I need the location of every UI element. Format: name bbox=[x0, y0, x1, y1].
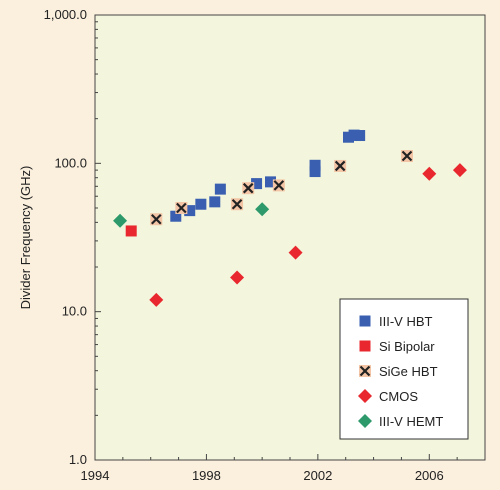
point-iii-v-hemt bbox=[113, 213, 128, 228]
y-tick-label: 1.0 bbox=[69, 452, 87, 467]
legend-label-cmos: CMOS bbox=[379, 389, 418, 404]
legend-marker-sige-hbt bbox=[359, 365, 371, 377]
legend-marker-iii-v-hbt bbox=[359, 315, 371, 327]
x-tick-label: 2002 bbox=[303, 468, 332, 483]
point-sige-hbt bbox=[334, 159, 347, 172]
point-iii-v-hbt bbox=[309, 166, 321, 178]
point-iii-v-hbt bbox=[348, 129, 360, 141]
point-iii-v-hemt bbox=[255, 202, 270, 217]
point-iii-v-hbt bbox=[170, 210, 182, 222]
y-axis-label: Divider Frequency (GHz) bbox=[18, 166, 33, 310]
point-sige-hbt bbox=[175, 201, 188, 214]
point-iii-v-hbt bbox=[309, 159, 321, 171]
legend-label-iii-v-hemt: III-V HEMT bbox=[379, 414, 443, 429]
legend-marker-si-bipolar bbox=[359, 340, 371, 352]
point-iii-v-hbt bbox=[184, 205, 196, 217]
point-sige-hbt bbox=[150, 213, 163, 226]
legend-label-sige-hbt: SiGe HBT bbox=[379, 364, 438, 379]
point-cmos bbox=[230, 270, 245, 285]
data-points bbox=[113, 129, 467, 307]
legend-marker-iii-v-hemt bbox=[358, 414, 372, 428]
y-tick-label: 100.0 bbox=[54, 155, 87, 170]
point-cmos bbox=[452, 163, 467, 178]
y-tick-label: 1,000.0 bbox=[44, 7, 87, 22]
point-iii-v-hbt bbox=[195, 198, 207, 210]
point-cmos bbox=[422, 166, 437, 181]
legend-label-si-bipolar: Si Bipolar bbox=[379, 339, 435, 354]
point-iii-v-hbt bbox=[214, 183, 226, 195]
legend-marker-cmos bbox=[358, 389, 372, 403]
x-tick-label: 1994 bbox=[81, 468, 110, 483]
point-sige-hbt bbox=[231, 198, 244, 211]
point-iii-v-hbt bbox=[343, 131, 354, 143]
legend-label-iii-v-hbt: III-V HBT bbox=[379, 314, 433, 329]
y-tick-label: 10.0 bbox=[62, 304, 87, 319]
point-iii-v-hbt bbox=[354, 130, 366, 142]
legend: III-V HBT Si Bipolar SiGe HBT CMOS III-V HEM… bbox=[339, 298, 469, 440]
point-iii-v-hbt bbox=[209, 196, 221, 208]
x-tick-label: 1998 bbox=[192, 468, 221, 483]
point-iii-v-hbt bbox=[251, 178, 263, 190]
point-cmos bbox=[288, 245, 303, 260]
point-sige-hbt bbox=[272, 179, 285, 192]
x-tick-label: 2006 bbox=[415, 468, 444, 483]
point-iii-v-hbt bbox=[265, 176, 276, 188]
point-sige-hbt bbox=[242, 182, 255, 195]
point-si-bipolar bbox=[125, 225, 137, 237]
point-cmos bbox=[149, 292, 164, 307]
point-sige-hbt bbox=[401, 150, 413, 163]
